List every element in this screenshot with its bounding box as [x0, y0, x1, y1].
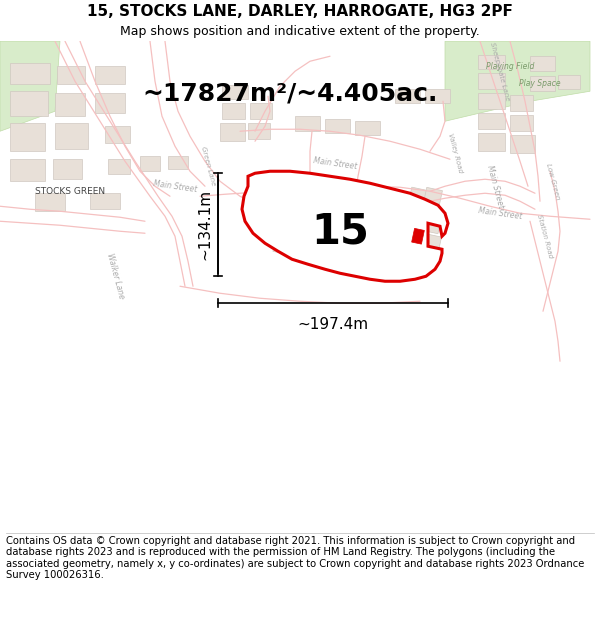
- Polygon shape: [407, 234, 428, 253]
- Polygon shape: [530, 76, 555, 91]
- Polygon shape: [308, 227, 332, 244]
- Polygon shape: [425, 89, 450, 103]
- Polygon shape: [10, 123, 45, 151]
- Polygon shape: [422, 188, 442, 215]
- Text: Valley Road: Valley Road: [447, 132, 463, 174]
- Polygon shape: [341, 248, 365, 265]
- Text: Stocks Lane: Stocks Lane: [302, 185, 319, 228]
- Polygon shape: [306, 209, 330, 227]
- Polygon shape: [286, 224, 310, 241]
- Polygon shape: [325, 119, 350, 133]
- Polygon shape: [478, 73, 505, 89]
- Polygon shape: [242, 171, 448, 281]
- Polygon shape: [55, 123, 88, 149]
- Text: Main Street: Main Street: [485, 164, 505, 209]
- Polygon shape: [10, 159, 45, 181]
- Text: 15: 15: [311, 210, 369, 252]
- Polygon shape: [95, 93, 125, 113]
- Polygon shape: [222, 85, 248, 99]
- Polygon shape: [35, 193, 65, 211]
- Polygon shape: [355, 121, 380, 135]
- Polygon shape: [283, 187, 307, 206]
- Polygon shape: [354, 215, 378, 233]
- Polygon shape: [445, 41, 590, 121]
- Text: Low Green: Low Green: [545, 162, 561, 200]
- Polygon shape: [305, 189, 331, 209]
- Text: Station Road: Station Road: [536, 214, 554, 259]
- Text: ~197.4m: ~197.4m: [298, 318, 368, 332]
- Polygon shape: [329, 194, 355, 213]
- Polygon shape: [105, 126, 130, 143]
- Text: 15, STOCKS LANE, DARLEY, HARROGATE, HG3 2PF: 15, STOCKS LANE, DARLEY, HARROGATE, HG3 …: [87, 4, 513, 19]
- Polygon shape: [296, 242, 320, 259]
- Polygon shape: [53, 159, 82, 179]
- Polygon shape: [403, 204, 423, 222]
- Polygon shape: [273, 239, 297, 256]
- Polygon shape: [248, 123, 270, 139]
- Polygon shape: [412, 228, 424, 244]
- Polygon shape: [379, 201, 401, 218]
- Polygon shape: [140, 156, 160, 171]
- Text: Sheepcoate Lane: Sheepcoate Lane: [489, 41, 511, 101]
- Polygon shape: [478, 93, 505, 109]
- Polygon shape: [55, 93, 85, 116]
- Text: Green Lane: Green Lane: [200, 146, 216, 186]
- Text: Play Space: Play Space: [519, 79, 561, 88]
- Polygon shape: [356, 232, 380, 250]
- Polygon shape: [10, 63, 50, 84]
- Polygon shape: [354, 197, 378, 216]
- Polygon shape: [380, 236, 402, 252]
- Polygon shape: [260, 202, 284, 221]
- Polygon shape: [10, 91, 48, 116]
- Polygon shape: [220, 123, 245, 141]
- Polygon shape: [478, 133, 505, 151]
- Polygon shape: [407, 187, 430, 216]
- Polygon shape: [379, 219, 401, 236]
- Polygon shape: [478, 55, 505, 69]
- Polygon shape: [318, 244, 342, 262]
- Polygon shape: [510, 95, 533, 111]
- Polygon shape: [222, 103, 245, 119]
- Polygon shape: [478, 113, 505, 129]
- Polygon shape: [295, 116, 320, 131]
- Text: STOCKS GREEN: STOCKS GREEN: [35, 187, 105, 196]
- Text: ~134.1m: ~134.1m: [197, 189, 212, 260]
- Text: Map shows position and indicative extent of the property.: Map shows position and indicative extent…: [120, 25, 480, 38]
- Polygon shape: [257, 183, 283, 203]
- Polygon shape: [558, 75, 580, 89]
- Polygon shape: [263, 221, 287, 238]
- Polygon shape: [90, 193, 120, 209]
- Polygon shape: [0, 41, 60, 131]
- Polygon shape: [332, 229, 356, 247]
- Polygon shape: [402, 222, 422, 239]
- Polygon shape: [510, 115, 533, 131]
- Polygon shape: [108, 159, 130, 174]
- Polygon shape: [168, 156, 188, 169]
- Polygon shape: [422, 213, 442, 234]
- Text: Main Street: Main Street: [478, 206, 523, 221]
- Text: Meadow Lane: Meadow Lane: [361, 195, 379, 243]
- Text: ~17827m²/~4.405ac.: ~17827m²/~4.405ac.: [142, 81, 437, 105]
- Polygon shape: [510, 135, 535, 153]
- Text: Playing Field: Playing Field: [486, 62, 534, 71]
- Text: Contains OS data © Crown copyright and database right 2021. This information is : Contains OS data © Crown copyright and d…: [6, 536, 584, 581]
- Polygon shape: [365, 251, 389, 268]
- Text: Main Street: Main Street: [152, 179, 197, 194]
- Polygon shape: [284, 205, 308, 223]
- Polygon shape: [530, 56, 555, 71]
- Polygon shape: [95, 66, 125, 84]
- Text: Main Street: Main Street: [313, 156, 358, 171]
- Polygon shape: [407, 213, 428, 234]
- Polygon shape: [57, 66, 85, 84]
- Polygon shape: [250, 103, 272, 119]
- Polygon shape: [330, 212, 354, 231]
- Polygon shape: [395, 89, 420, 103]
- Text: Walker Lane: Walker Lane: [104, 253, 125, 300]
- Polygon shape: [422, 234, 442, 253]
